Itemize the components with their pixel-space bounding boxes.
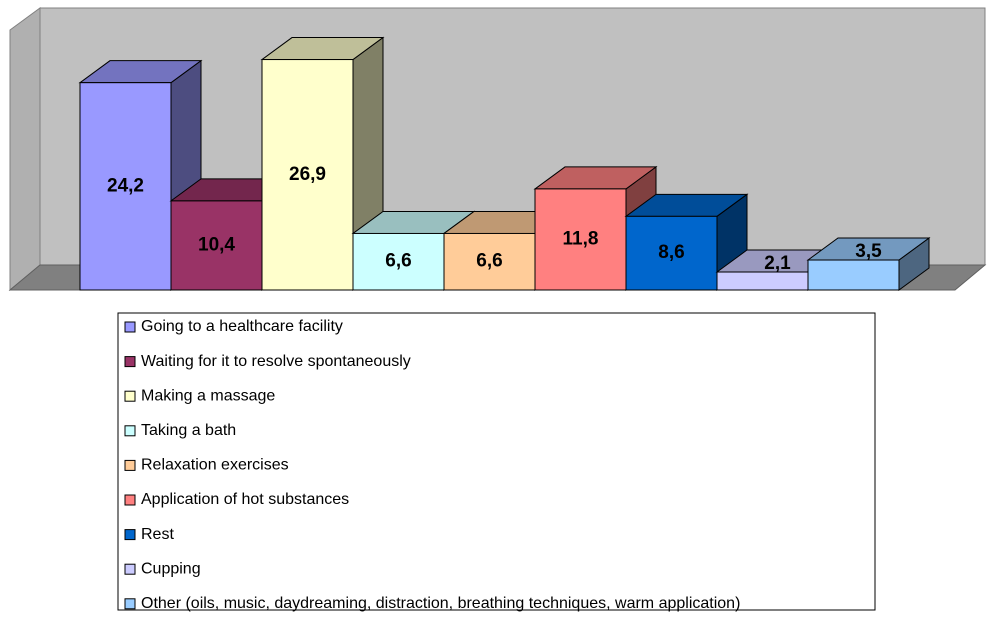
legend-swatch xyxy=(124,425,136,437)
legend-swatch xyxy=(124,494,136,506)
legend-label: Relaxation exercises xyxy=(141,457,289,474)
legend-label: Going to a healthcare facility xyxy=(141,318,343,335)
legend-label: Rest xyxy=(141,526,174,543)
value-label: 3,5 xyxy=(855,241,882,262)
value-label: 11,8 xyxy=(563,228,599,249)
bar xyxy=(79,82,172,291)
value-label: 6,6 xyxy=(385,251,411,272)
legend xyxy=(117,312,876,611)
legend-swatch xyxy=(124,356,136,368)
bar xyxy=(716,271,809,291)
value-label: 2,1 xyxy=(764,253,791,274)
legend-label: Making a massage xyxy=(141,387,275,404)
legend-swatch xyxy=(124,459,136,471)
bar xyxy=(534,188,627,291)
bar xyxy=(261,59,354,291)
legend-swatch xyxy=(124,321,136,333)
legend-swatch xyxy=(124,390,136,402)
legend-label: Taking a bath xyxy=(141,422,236,439)
legend-swatch xyxy=(124,563,136,575)
legend-label: Cupping xyxy=(141,560,201,577)
legend-label: Other (oils, music, daydreaming, distrac… xyxy=(141,595,740,612)
bar xyxy=(170,200,263,291)
bar xyxy=(807,259,900,291)
value-label: 26,9 xyxy=(289,164,326,185)
legend-label: Application of hot substances xyxy=(141,491,349,508)
value-label: 6,6 xyxy=(476,251,502,272)
bar xyxy=(443,232,536,291)
value-label: 10,4 xyxy=(198,234,235,255)
legend-label: Waiting for it to resolve spontaneously xyxy=(141,353,411,370)
legend-swatch xyxy=(124,529,136,541)
bar xyxy=(625,215,718,291)
value-label: 24,2 xyxy=(107,175,144,196)
legend-swatch xyxy=(124,598,136,610)
value-label: 8,6 xyxy=(658,242,684,263)
side-wall xyxy=(9,7,41,292)
